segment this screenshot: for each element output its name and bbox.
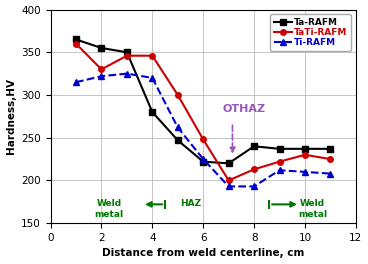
TaTi-RAFM xyxy=(176,93,180,97)
Ta-RAFM xyxy=(125,51,129,54)
Line: TaTi-RAFM: TaTi-RAFM xyxy=(73,41,333,183)
TaTi-RAFM xyxy=(328,158,333,161)
Ti-RAFM xyxy=(328,172,333,175)
Ti-RAFM xyxy=(176,126,180,129)
Ta-RAFM xyxy=(277,147,282,150)
Ti-RAFM xyxy=(252,185,256,188)
X-axis label: Distance from weld centerline, cm: Distance from weld centerline, cm xyxy=(102,248,304,258)
Ta-RAFM xyxy=(74,38,78,41)
Ti-RAFM xyxy=(150,76,155,79)
Ta-RAFM xyxy=(328,147,333,150)
TaTi-RAFM xyxy=(252,168,256,171)
TaTi-RAFM xyxy=(150,54,155,57)
Text: HAZ: HAZ xyxy=(180,199,201,208)
Legend: Ta-RAFM, TaTi-RAFM, Ti-RAFM: Ta-RAFM, TaTi-RAFM, Ti-RAFM xyxy=(270,14,351,51)
Ti-RAFM xyxy=(303,170,307,173)
Ta-RAFM xyxy=(99,46,104,50)
Line: Ta-RAFM: Ta-RAFM xyxy=(73,37,333,166)
Ti-RAFM xyxy=(74,81,78,84)
Ti-RAFM xyxy=(99,75,104,78)
Ta-RAFM xyxy=(176,139,180,142)
TaTi-RAFM xyxy=(226,179,231,182)
Ti-RAFM xyxy=(226,185,231,188)
Ta-RAFM xyxy=(303,147,307,150)
Ti-RAFM xyxy=(277,169,282,172)
Ta-RAFM xyxy=(226,162,231,165)
Text: OTHAZ: OTHAZ xyxy=(222,104,265,114)
TaTi-RAFM xyxy=(74,42,78,45)
Line: Ti-RAFM: Ti-RAFM xyxy=(73,71,333,189)
TaTi-RAFM xyxy=(277,160,282,163)
Text: Weld
metal: Weld metal xyxy=(298,199,327,219)
Ta-RAFM xyxy=(201,160,205,163)
TaTi-RAFM xyxy=(125,54,129,57)
Text: Weld
metal: Weld metal xyxy=(95,199,124,219)
Ta-RAFM xyxy=(150,111,155,114)
TaTi-RAFM xyxy=(99,68,104,71)
TaTi-RAFM xyxy=(303,153,307,156)
Ta-RAFM xyxy=(252,145,256,148)
Ti-RAFM xyxy=(201,158,205,161)
TaTi-RAFM xyxy=(201,138,205,141)
Y-axis label: Hardness,HV: Hardness,HV xyxy=(6,78,15,154)
Ti-RAFM xyxy=(125,72,129,75)
